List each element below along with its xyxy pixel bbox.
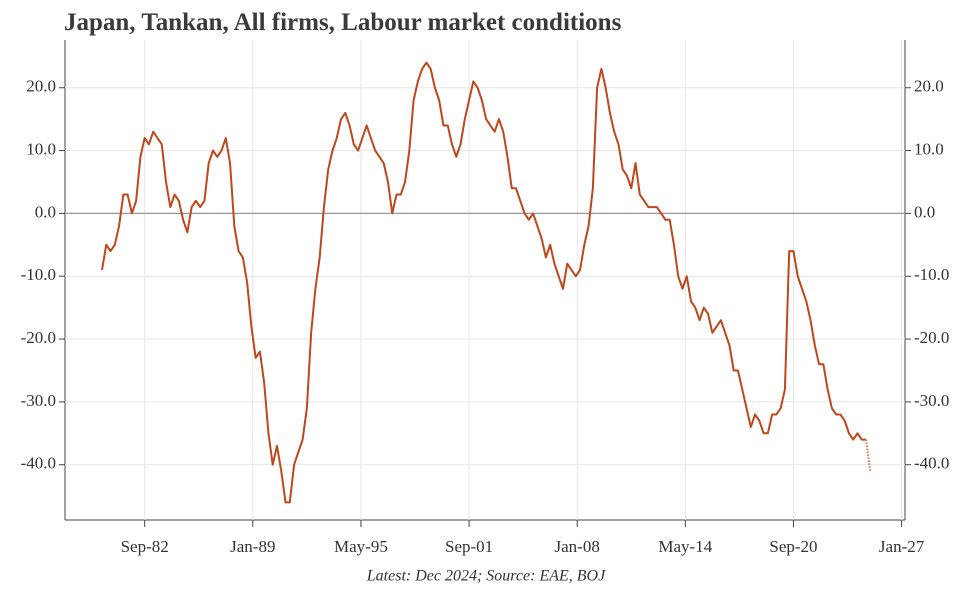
y2-tick-label: -40.0 xyxy=(914,454,949,473)
y-tick-label: -30.0 xyxy=(21,391,56,410)
x-tick-label: Sep-82 xyxy=(121,537,169,556)
x-tick-label: Sep-20 xyxy=(769,537,817,556)
x-tick-label: May-95 xyxy=(334,537,388,556)
y-tick-label: -10.0 xyxy=(21,265,56,284)
y-tick-label: -40.0 xyxy=(21,454,56,473)
y-tick-label: 0.0 xyxy=(35,202,56,221)
y2-tick-label: -20.0 xyxy=(914,328,949,347)
x-tick-label: May-14 xyxy=(658,537,712,556)
y2-tick-label: -10.0 xyxy=(914,265,949,284)
x-tick-label: Sep-01 xyxy=(445,537,493,556)
data-line xyxy=(101,61,867,504)
x-tick-label: Jan-27 xyxy=(879,537,925,556)
y2-tick-label: 10.0 xyxy=(914,139,944,158)
chart-title: Japan, Tankan, All firms, Labour market … xyxy=(64,9,622,36)
x-tick-label: Jan-08 xyxy=(555,537,600,556)
y2-tick-label: 0.0 xyxy=(914,202,935,221)
forecast-line xyxy=(865,439,872,472)
y-tick-label: 20.0 xyxy=(26,77,56,96)
y-tick-label: -20.0 xyxy=(21,328,56,347)
y2-tick-label: 20.0 xyxy=(914,77,944,96)
y2-tick-label: -30.0 xyxy=(914,391,949,410)
x-tick-label: Jan-89 xyxy=(230,537,275,556)
source-note: Latest: Dec 2024; Source: EAE, BOJ xyxy=(366,568,606,585)
y-tick-label: 10.0 xyxy=(26,139,56,158)
